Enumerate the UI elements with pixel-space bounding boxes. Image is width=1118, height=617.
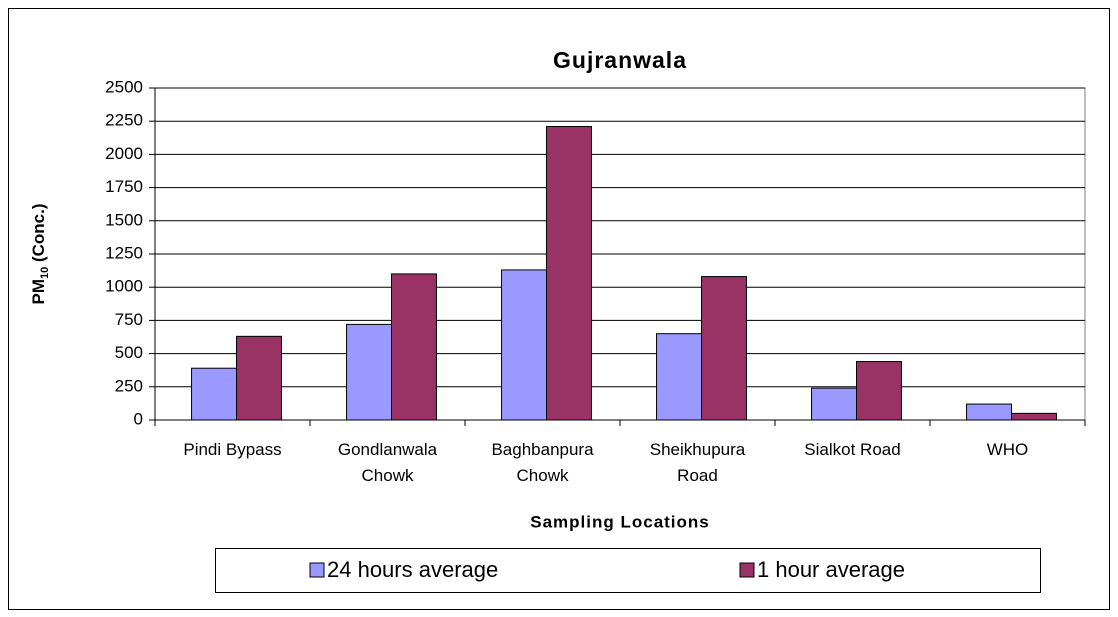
x-tick-label-line: WHO xyxy=(987,440,1029,459)
y-tick-label: 2000 xyxy=(105,144,143,163)
bar xyxy=(811,387,857,421)
y-tick-label: 1750 xyxy=(105,177,143,196)
bar xyxy=(1011,412,1057,421)
y-tick-label: 250 xyxy=(115,376,143,395)
x-tick-label: WHO xyxy=(987,440,1029,459)
y-axis-label: PM10 (Conc.) xyxy=(29,203,50,304)
y-label-rest: (Conc.) xyxy=(29,203,48,266)
x-tick-label-line: Baghbanpura xyxy=(491,440,594,459)
x-tick-label: Sialkot Road xyxy=(804,440,900,459)
y-tick-label: 1000 xyxy=(105,277,143,296)
x-axis-label: Sampling Locations xyxy=(530,512,710,531)
bar xyxy=(656,333,702,421)
x-tick-label-line: Gondlanwala xyxy=(338,440,438,459)
x-tick-label-line: Sheikhupura xyxy=(650,440,746,459)
x-tick-label: Baghbanpura Chowk xyxy=(491,440,594,485)
y-tick-label: 750 xyxy=(115,310,143,329)
bar xyxy=(966,403,1012,421)
bar xyxy=(501,269,547,421)
legend-box xyxy=(215,548,1041,593)
x-tick-label-line: Chowk xyxy=(517,466,569,485)
y-tick-label: 2500 xyxy=(105,77,143,96)
x-tick-label-line: Chowk xyxy=(362,466,414,485)
y-tick-label: 1250 xyxy=(105,243,143,262)
bar xyxy=(236,335,282,421)
bar xyxy=(391,273,437,421)
y-tick-label: 0 xyxy=(134,409,143,428)
x-tick-label-line: Road xyxy=(677,466,718,485)
y-label-main: PM xyxy=(29,279,48,305)
legend-label: 24 hours average xyxy=(327,557,498,582)
legend-swatch xyxy=(739,562,755,578)
bar xyxy=(856,361,902,421)
x-tick-label: Pindi Bypass xyxy=(183,440,281,459)
x-tick-label-line: Sialkot Road xyxy=(804,440,900,459)
bar xyxy=(701,276,747,421)
x-tick-label: Gondlanwala Chowk xyxy=(338,440,438,485)
legend-label: 1 hour average xyxy=(757,557,905,582)
legend-swatch xyxy=(309,562,325,578)
x-tick-label-line: Pindi Bypass xyxy=(183,440,281,459)
y-tick-label: 2250 xyxy=(105,111,143,130)
bar xyxy=(346,323,392,421)
bar xyxy=(546,126,592,421)
y-tick-label: 500 xyxy=(115,343,143,362)
y-tick-label: 1500 xyxy=(105,210,143,229)
bar xyxy=(191,367,238,421)
y-label-sub: 10 xyxy=(39,267,51,279)
chart-title: Gujranwala xyxy=(553,47,687,73)
x-tick-label: Sheikhupura Road xyxy=(650,440,746,485)
